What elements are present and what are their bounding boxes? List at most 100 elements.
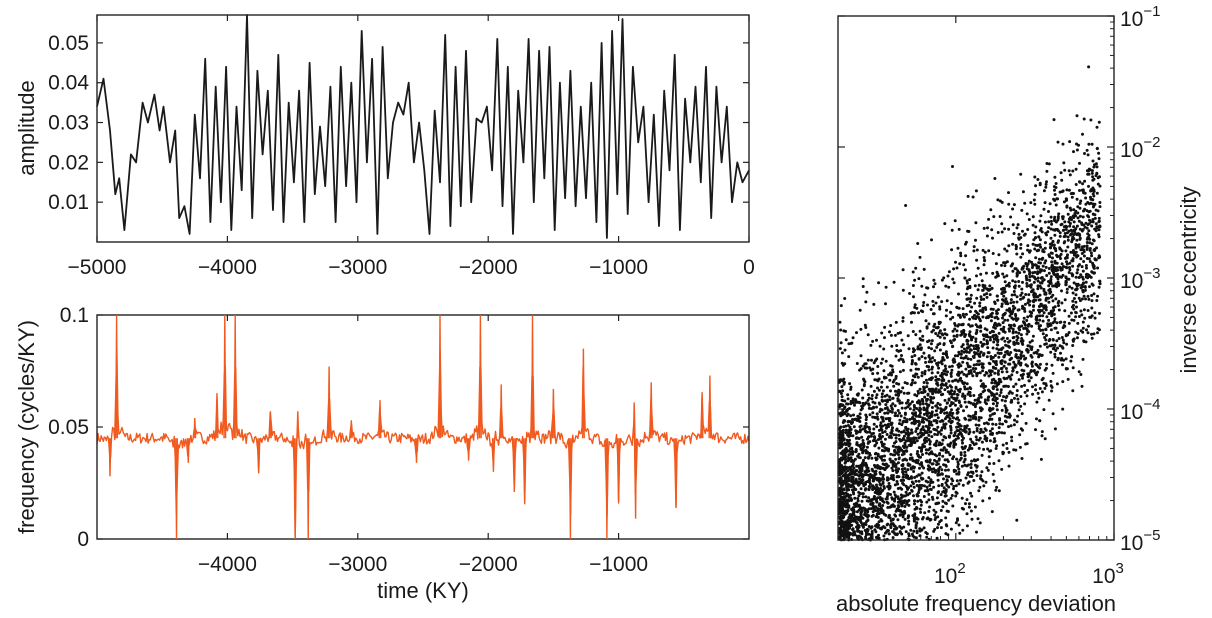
scatter-point — [951, 379, 955, 383]
scatter-point — [905, 502, 909, 506]
scatter-point — [912, 519, 916, 523]
scatter-point — [1000, 370, 1004, 374]
scatter-point — [1041, 328, 1045, 332]
scatter-point — [990, 417, 994, 421]
scatter-point — [865, 465, 869, 469]
scatter-point — [993, 412, 996, 415]
scatter-point — [1048, 242, 1052, 246]
scatter-point — [886, 477, 890, 481]
scatter-point — [974, 238, 977, 242]
scatter-point — [1085, 266, 1088, 270]
scatter-point — [913, 421, 917, 425]
scatter-point — [933, 413, 937, 417]
scatter-point — [922, 408, 926, 412]
scatter-point — [1015, 295, 1019, 299]
scatter-point — [861, 364, 865, 368]
frequency-spike — [478, 314, 482, 439]
scatter-point — [1010, 293, 1014, 297]
frequency-spike — [467, 438, 471, 461]
scatter-point — [920, 355, 924, 359]
scatter-point — [988, 336, 992, 339]
scatter-point — [1056, 229, 1060, 233]
scatter-point — [849, 520, 853, 524]
scatter-point — [903, 381, 907, 385]
scatter-point — [964, 445, 967, 448]
scatter-point — [842, 514, 846, 518]
scatter-point — [933, 428, 937, 431]
frequency-spike — [512, 438, 516, 493]
scatter-point — [920, 284, 924, 288]
scatter-point — [1033, 192, 1037, 196]
scatter-point — [857, 455, 861, 459]
scatter-point — [980, 279, 984, 283]
scatter-point — [1005, 249, 1009, 253]
scatter-point — [1084, 264, 1088, 267]
scatter-point — [1027, 259, 1031, 263]
scatter-point — [1042, 269, 1046, 273]
scatter-point — [930, 410, 934, 414]
scatter-point — [1076, 211, 1080, 215]
scatter-point — [1091, 218, 1095, 221]
scatter-point — [1091, 220, 1095, 224]
scatter-point — [975, 248, 979, 252]
scatter-point — [872, 422, 876, 426]
scatter-point — [914, 524, 918, 528]
scatter-point — [1070, 240, 1074, 244]
scatter-point — [990, 381, 994, 385]
scatter-point — [975, 374, 979, 378]
scatter-point — [917, 436, 921, 440]
scatter-point — [1028, 303, 1032, 307]
scatter-point — [984, 308, 988, 311]
x-tick-label: 103 — [1092, 560, 1124, 588]
scatter-point — [1086, 324, 1090, 328]
scatter-point — [1072, 297, 1076, 300]
scatter-point — [953, 433, 957, 437]
scatter-point — [880, 395, 884, 399]
scatter-point — [872, 302, 876, 306]
scatter-point — [884, 285, 888, 289]
scatter-point — [878, 402, 882, 406]
scatter-point — [1070, 355, 1074, 359]
scatter-point — [1078, 201, 1082, 205]
scatter-point — [936, 401, 940, 405]
scatter-point — [879, 437, 883, 440]
scatter-point — [968, 474, 972, 478]
scatter-point — [847, 479, 851, 483]
scatter-point — [976, 312, 980, 316]
scatter-point — [877, 503, 881, 507]
scatter-point — [851, 533, 855, 537]
scatter-point — [1036, 276, 1040, 280]
scatter-point — [1055, 275, 1059, 279]
scatter-point — [992, 340, 996, 344]
scatter-point — [982, 352, 986, 356]
scatter-point — [928, 460, 932, 464]
scatter-point — [880, 392, 884, 396]
scatter-point — [982, 263, 986, 267]
scatter-point — [917, 491, 921, 494]
scatter-point — [990, 510, 994, 514]
scatter-point — [1049, 350, 1053, 354]
scatter-point — [883, 467, 887, 471]
scatter-point — [1011, 368, 1015, 372]
scatter-point — [1077, 143, 1080, 147]
scatter-point — [1067, 169, 1071, 173]
scatter-point — [913, 278, 917, 282]
scatter-point — [967, 427, 971, 431]
scatter-point — [1090, 169, 1094, 173]
scatter-point — [838, 347, 842, 351]
scatter-point — [926, 392, 930, 396]
scatter-point — [1017, 359, 1021, 363]
scatter-point — [872, 389, 876, 393]
frequency-spike — [233, 314, 237, 439]
scatter-point — [921, 310, 925, 314]
scatter-point — [1072, 303, 1075, 307]
scatter-point — [1029, 290, 1033, 294]
scatter-point — [1098, 311, 1101, 315]
scatter-point — [852, 425, 856, 429]
scatter-point — [870, 397, 874, 401]
scatter-point — [972, 430, 976, 434]
scatter-point — [865, 468, 869, 472]
scatter-point — [1028, 278, 1032, 282]
scatter-point — [966, 481, 970, 485]
frequency-spike — [415, 438, 418, 463]
